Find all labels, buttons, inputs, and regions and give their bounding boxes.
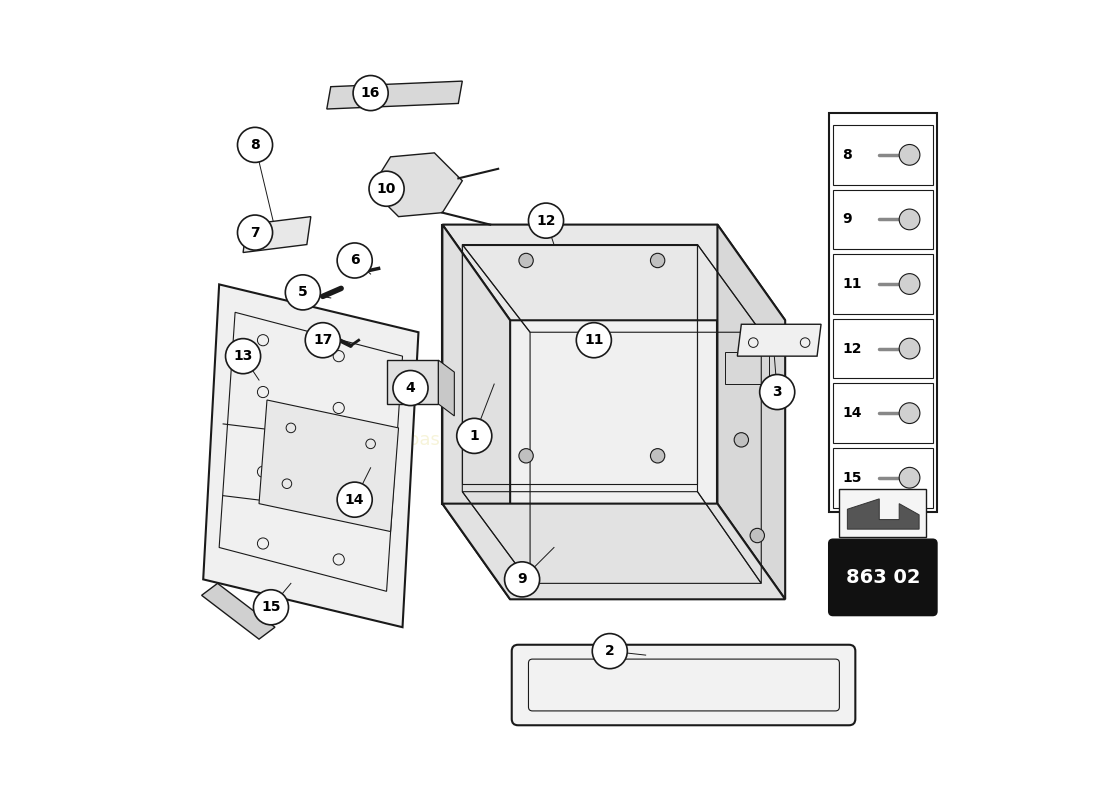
Circle shape xyxy=(238,127,273,162)
FancyBboxPatch shape xyxy=(839,490,926,537)
Circle shape xyxy=(899,274,920,294)
Polygon shape xyxy=(243,217,311,253)
Polygon shape xyxy=(386,360,439,404)
Text: 11: 11 xyxy=(584,334,604,347)
Text: 8: 8 xyxy=(843,148,852,162)
Text: 17: 17 xyxy=(314,334,332,347)
Circle shape xyxy=(519,254,534,268)
Text: 2: 2 xyxy=(605,644,615,658)
Circle shape xyxy=(368,171,404,206)
Circle shape xyxy=(650,449,664,463)
FancyBboxPatch shape xyxy=(833,383,933,443)
Circle shape xyxy=(337,243,372,278)
Circle shape xyxy=(253,590,288,625)
Text: 9: 9 xyxy=(517,572,527,586)
Text: 15: 15 xyxy=(843,470,862,485)
Circle shape xyxy=(899,467,920,488)
Circle shape xyxy=(353,75,388,110)
Text: 12: 12 xyxy=(537,214,556,228)
FancyBboxPatch shape xyxy=(829,539,937,615)
Text: 4: 4 xyxy=(406,381,416,395)
Circle shape xyxy=(576,322,612,358)
Text: 15: 15 xyxy=(261,600,280,614)
Text: 1: 1 xyxy=(470,429,480,443)
Polygon shape xyxy=(258,400,398,531)
Circle shape xyxy=(750,528,764,542)
Circle shape xyxy=(337,482,372,517)
Text: 11: 11 xyxy=(843,277,862,291)
FancyBboxPatch shape xyxy=(512,645,856,726)
Polygon shape xyxy=(717,225,785,599)
Polygon shape xyxy=(371,153,462,217)
Circle shape xyxy=(505,562,540,597)
Text: 10: 10 xyxy=(377,182,396,196)
Circle shape xyxy=(528,203,563,238)
Circle shape xyxy=(519,449,534,463)
Text: 14: 14 xyxy=(843,406,862,420)
Text: euromopares: euromopares xyxy=(332,355,768,413)
Text: 13: 13 xyxy=(233,349,253,363)
Text: 8: 8 xyxy=(250,138,260,152)
Circle shape xyxy=(226,338,261,374)
Polygon shape xyxy=(201,583,275,639)
Circle shape xyxy=(899,338,920,359)
Polygon shape xyxy=(327,81,462,109)
FancyBboxPatch shape xyxy=(833,318,933,378)
Text: 3: 3 xyxy=(772,385,782,399)
Polygon shape xyxy=(442,504,785,599)
FancyBboxPatch shape xyxy=(833,125,933,185)
Circle shape xyxy=(899,209,920,230)
Circle shape xyxy=(650,254,664,268)
FancyBboxPatch shape xyxy=(833,448,933,508)
Circle shape xyxy=(899,402,920,423)
Polygon shape xyxy=(442,225,785,320)
Circle shape xyxy=(238,215,273,250)
Text: 5: 5 xyxy=(298,286,308,299)
Circle shape xyxy=(592,634,627,669)
Circle shape xyxy=(393,370,428,406)
Text: 12: 12 xyxy=(843,342,862,355)
FancyBboxPatch shape xyxy=(833,190,933,250)
Polygon shape xyxy=(442,225,717,504)
Text: a passion for auto parts since 1985: a passion for auto parts since 1985 xyxy=(390,431,710,449)
FancyBboxPatch shape xyxy=(833,254,933,314)
Text: 6: 6 xyxy=(350,254,360,267)
Text: 16: 16 xyxy=(361,86,381,100)
Text: 7: 7 xyxy=(250,226,260,239)
Circle shape xyxy=(285,275,320,310)
Circle shape xyxy=(899,145,920,166)
Circle shape xyxy=(306,322,340,358)
Polygon shape xyxy=(204,285,418,627)
Circle shape xyxy=(734,433,748,447)
Polygon shape xyxy=(737,324,821,356)
Polygon shape xyxy=(439,360,454,416)
Text: 863 02: 863 02 xyxy=(846,568,920,587)
Circle shape xyxy=(456,418,492,454)
Polygon shape xyxy=(442,225,510,599)
FancyBboxPatch shape xyxy=(829,113,937,512)
Polygon shape xyxy=(847,499,920,529)
Circle shape xyxy=(760,374,794,410)
Text: 14: 14 xyxy=(345,493,364,506)
Text: 9: 9 xyxy=(843,213,852,226)
